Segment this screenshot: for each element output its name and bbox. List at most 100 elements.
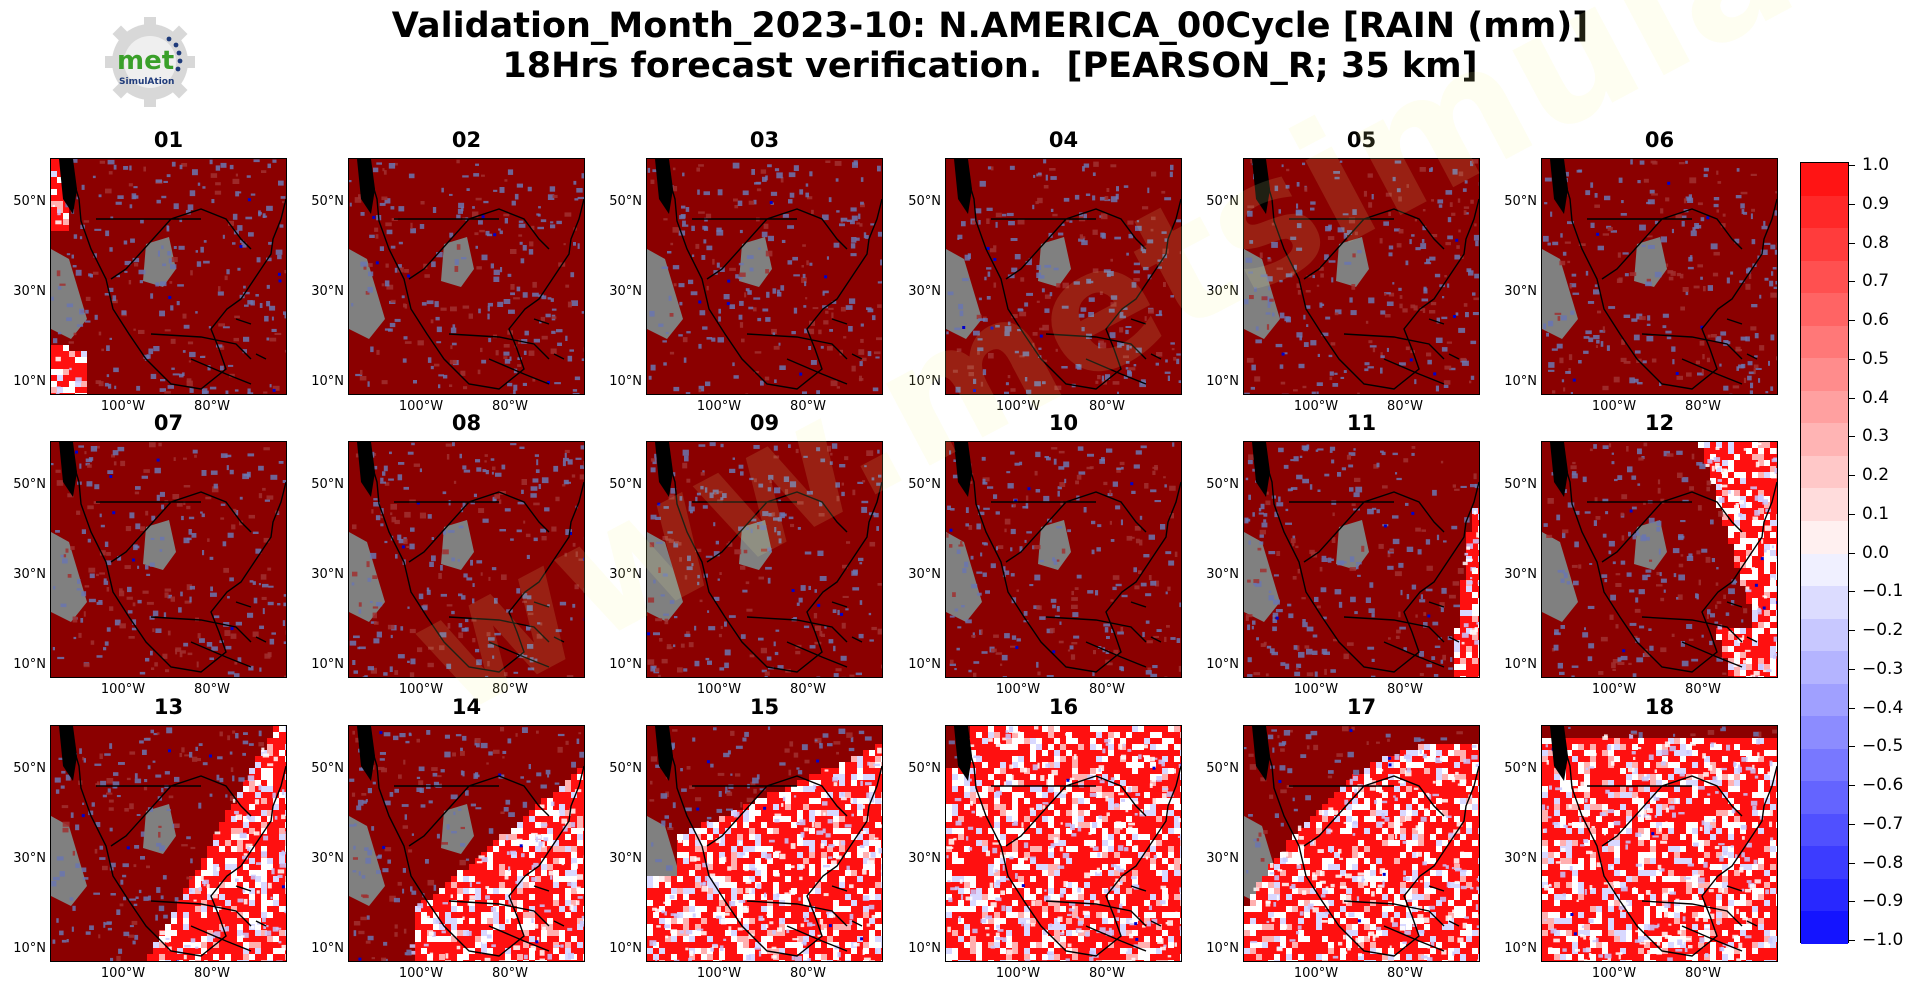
lat-label: 10°N — [1206, 374, 1239, 389]
colorbar-segment — [1801, 748, 1848, 782]
colorbar-segment — [1801, 683, 1848, 717]
lon-label: 80°W — [194, 399, 230, 414]
lon-label: 80°W — [1089, 966, 1125, 981]
coastline — [68, 442, 286, 673]
colorbar-tick-label: 0.1 — [1862, 503, 1890, 524]
lon-label: 100°W — [696, 399, 742, 414]
lat-label: 50°N — [311, 761, 344, 776]
map-frame — [646, 441, 883, 678]
panel-title-05: 05 — [1346, 128, 1377, 152]
lon-label: 80°W — [492, 966, 528, 981]
colorbar-segment — [1801, 618, 1848, 652]
lat-label: 10°N — [908, 374, 941, 389]
correlation-map — [946, 159, 1181, 394]
map-panel-13: 50°N 30°N 10°N 100°W 80°W — [13, 725, 287, 981]
coastline-band — [1252, 442, 1270, 497]
lat-label: 50°N — [1504, 761, 1537, 776]
correlation-map — [946, 726, 1181, 961]
colorbar-tick — [1849, 242, 1855, 244]
coastline-band — [59, 726, 77, 781]
lat-label: 30°N — [1504, 567, 1537, 582]
colorbar-tick — [1849, 668, 1855, 670]
lon-label: 100°W — [1293, 682, 1339, 697]
colorbar-tick-label: 0.5 — [1862, 348, 1890, 369]
lat-label: 50°N — [1206, 761, 1239, 776]
lat-label: 50°N — [311, 477, 344, 492]
lon-label: 100°W — [100, 966, 146, 981]
colorbar-tick — [1849, 475, 1855, 476]
colorbar-segment — [1801, 390, 1848, 424]
lat-label: 10°N — [311, 657, 344, 672]
coastline-band — [1550, 726, 1568, 781]
lat-label: 50°N — [609, 477, 642, 492]
correlation-map — [946, 442, 1181, 677]
panel-title-08: 08 — [451, 411, 482, 435]
coastline-band — [1550, 442, 1568, 497]
lon-label: 100°W — [995, 399, 1041, 414]
panel-title-06: 06 — [1644, 128, 1675, 152]
colorbar-segment — [1801, 651, 1848, 685]
colorbar-segment — [1801, 520, 1848, 554]
lon-label: 80°W — [1089, 682, 1125, 697]
lat-label: 10°N — [908, 657, 941, 672]
panel-title-01: 01 — [153, 128, 184, 152]
colorbar-segment — [1801, 488, 1848, 522]
coastline — [1261, 726, 1479, 957]
colorbar-tick-label: 0.0 — [1862, 542, 1890, 563]
map-frame — [348, 725, 585, 962]
lon-label: 80°W — [194, 682, 230, 697]
colorbar-tick — [1849, 397, 1855, 399]
colorbar-tick — [1849, 630, 1855, 631]
correlation-map — [1244, 159, 1479, 394]
coastline — [68, 159, 286, 390]
coastline — [1261, 159, 1479, 390]
colorbar-tick — [1849, 320, 1855, 321]
coastline-band — [1252, 159, 1270, 214]
lon-label: 80°W — [1685, 966, 1721, 981]
colorbar-segment — [1801, 878, 1848, 912]
map-panel-09: 50°N 30°N 10°N 100°W 80°W — [609, 441, 883, 697]
colorbar — [1800, 162, 1849, 945]
map-panel-01: 50°N 30°N 10°N 100°W 80°W — [13, 158, 287, 414]
lon-label: 100°W — [696, 966, 742, 981]
coastline — [1559, 442, 1777, 673]
colorbar-tick-label: −0.2 — [1862, 620, 1904, 640]
colorbar-segment — [1801, 911, 1848, 945]
colorbar-tick-label: −0.5 — [1862, 736, 1904, 757]
colorbar-segment — [1801, 260, 1848, 294]
panel-title-10: 10 — [1048, 411, 1079, 435]
lon-label: 100°W — [1591, 966, 1637, 981]
panel-title-18: 18 — [1644, 695, 1675, 719]
lat-label: 10°N — [1504, 941, 1537, 956]
coastline-band — [655, 442, 673, 497]
lat-label: 30°N — [1504, 284, 1537, 299]
lat-label: 10°N — [311, 374, 344, 389]
lat-label: 50°N — [609, 761, 642, 776]
correlation-map — [1244, 442, 1479, 677]
correlation-map — [349, 726, 584, 961]
map-frame — [348, 441, 585, 678]
colorbar-tick — [1849, 203, 1855, 205]
lat-label: 50°N — [908, 761, 941, 776]
coastline — [963, 442, 1181, 673]
colorbar-segment — [1801, 553, 1848, 587]
correlation-map — [349, 159, 584, 394]
coastline — [366, 726, 584, 957]
lat-label: 50°N — [908, 194, 941, 209]
panel-title-07: 07 — [153, 411, 184, 435]
lat-label: 30°N — [311, 284, 344, 299]
lat-label: 10°N — [13, 941, 46, 956]
svg-text:SimulAtion: SimulAtion — [119, 77, 174, 87]
correlation-map — [647, 726, 882, 961]
lat-label: 10°N — [13, 657, 46, 672]
lat-label: 30°N — [908, 851, 941, 866]
lon-label: 100°W — [1591, 399, 1637, 414]
map-frame — [50, 725, 287, 962]
colorbar-segment — [1801, 423, 1848, 457]
lat-label: 30°N — [609, 284, 642, 299]
panel-title-13: 13 — [153, 695, 184, 719]
coastline-band — [954, 442, 972, 497]
correlation-map — [1542, 159, 1777, 394]
lon-label: 80°W — [1387, 682, 1423, 697]
map-frame — [945, 158, 1182, 395]
